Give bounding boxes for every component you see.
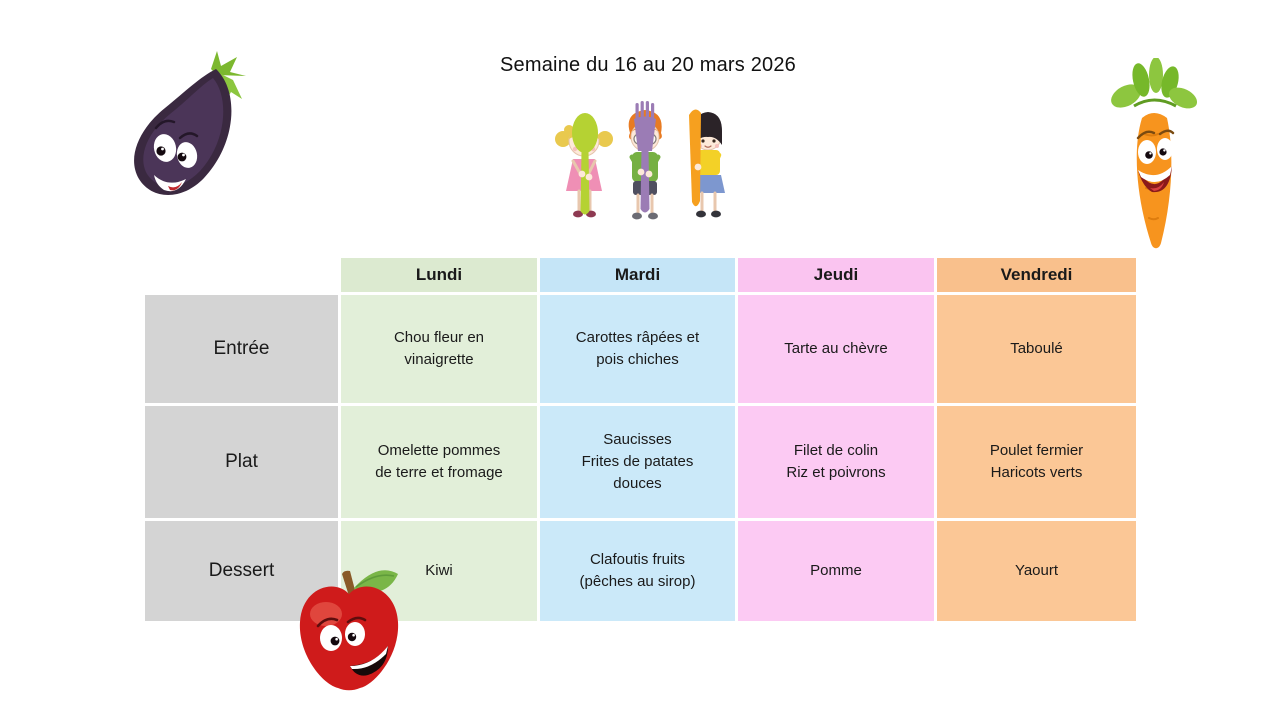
boy-with-fork — [628, 101, 662, 220]
day-header-mardi: Mardi — [540, 258, 735, 292]
menu-cell-dessert-jeudi: Pomme — [738, 521, 934, 621]
girl-with-spoon — [555, 113, 613, 218]
menu-cell-plat-mardi: Saucisses Frites de patates douces — [540, 406, 735, 518]
menu-cell-plat-lundi: Omelette pommes de terre et fromage — [341, 406, 537, 518]
corner-cell — [145, 258, 338, 292]
menu-cell-entree-vendredi: Taboulé — [937, 295, 1136, 403]
eggplant-character-illustration — [134, 51, 246, 195]
page-title: Semaine du 16 au 20 mars 2026 — [500, 54, 796, 76]
row-label-entree: Entrée — [145, 295, 338, 403]
menu-cell-dessert-mardi: Clafoutis fruits (pêches au sirop) — [540, 521, 735, 621]
day-header-lundi: Lundi — [341, 258, 537, 292]
menu-cell-entree-mardi: Carottes râpées et pois chiches — [540, 295, 735, 403]
menu-table: Lundi Mardi Jeudi Vendredi Entrée Chou f… — [145, 258, 1136, 621]
day-header-vendredi: Vendredi — [937, 258, 1136, 292]
menu-cell-entree-lundi: Chou fleur en vinaigrette — [341, 295, 537, 403]
menu-cell-dessert-vendredi: Yaourt — [937, 521, 1136, 621]
carrot-character-illustration — [1111, 58, 1198, 249]
day-header-jeudi: Jeudi — [738, 258, 934, 292]
row-label-plat: Plat — [145, 406, 338, 518]
menu-cell-plat-vendredi: Poulet fermier Haricots verts — [937, 406, 1136, 518]
menu-cell-plat-jeudi: Filet de colin Riz et poivrons — [738, 406, 934, 518]
menu-cell-entree-jeudi: Tarte au chèvre — [738, 295, 934, 403]
kids-with-cutlery-illustration — [555, 101, 725, 220]
girl-with-knife — [689, 109, 725, 218]
apple-character-illustration — [299, 570, 399, 691]
